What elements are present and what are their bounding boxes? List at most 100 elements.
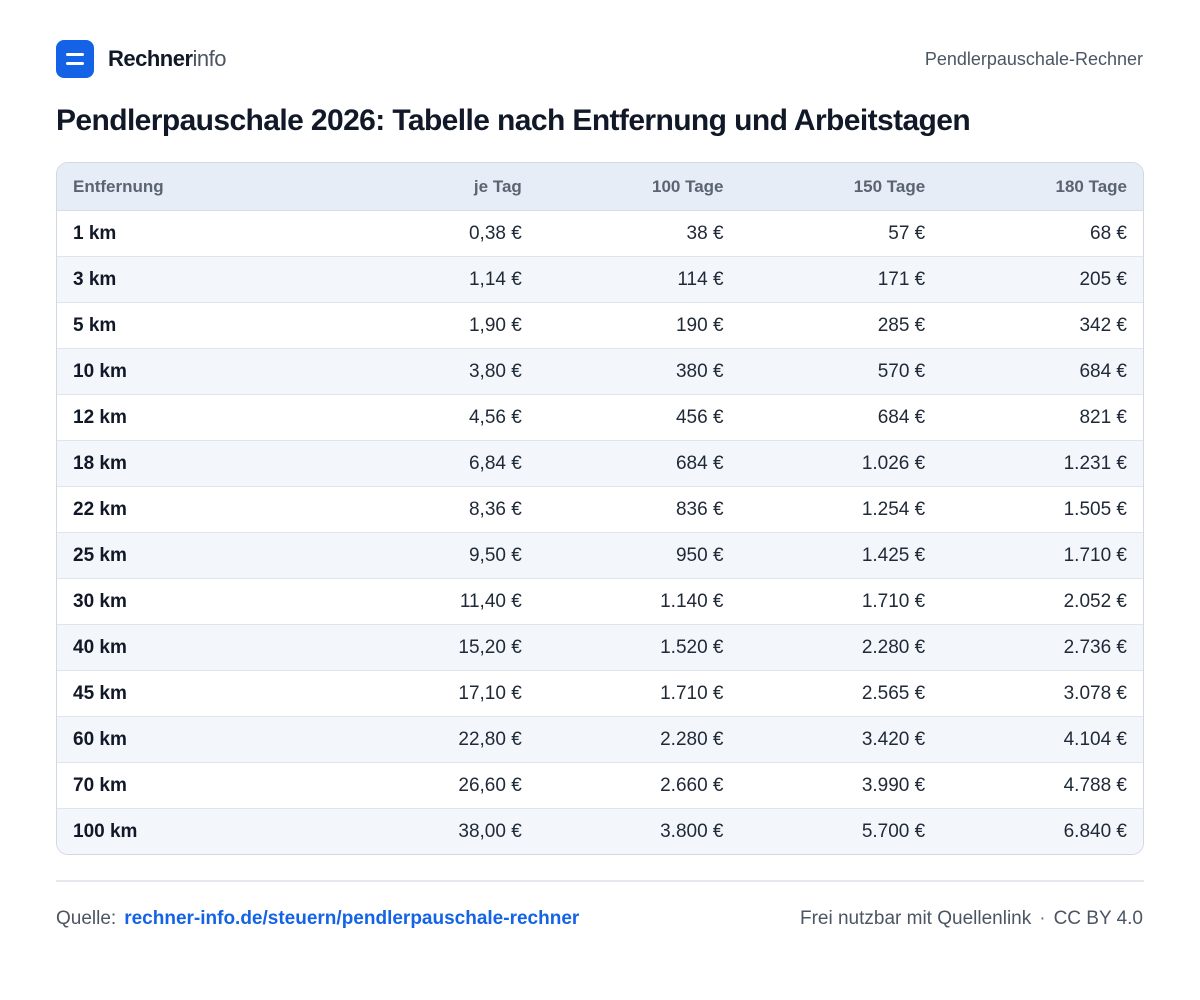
cell-150-days: 2.565 € <box>739 670 942 717</box>
cell-150-days: 1.425 € <box>739 532 942 579</box>
table-body: 1 km 0,38 € 38 € 57 € 68 € 3 km 1,14 € 1… <box>57 210 1143 854</box>
cell-180-days: 4.788 € <box>941 762 1143 809</box>
cell-distance: 22 km <box>57 486 214 533</box>
table-row: 5 km 1,90 € 190 € 285 € 342 € <box>57 302 1143 349</box>
column-header-per-day: je Tag <box>213 163 538 211</box>
cell-per-day: 9,50 € <box>213 532 538 579</box>
cell-distance: 45 km <box>57 670 214 717</box>
source-info: Quelle: rechner-info.de/steuern/pendlerpa… <box>56 908 579 930</box>
cell-100-days: 38 € <box>537 210 740 257</box>
table-header-row: Entfernung je Tag 100 Tage 150 Tage 180 … <box>57 163 1143 211</box>
cell-100-days: 1.520 € <box>537 624 740 671</box>
cell-distance: 10 km <box>57 348 214 395</box>
cell-180-days: 2.736 € <box>941 624 1143 671</box>
cell-180-days: 684 € <box>941 348 1143 395</box>
cell-180-days: 1.231 € <box>941 440 1143 487</box>
cell-100-days: 456 € <box>537 394 740 441</box>
usage-text: Frei nutzbar mit Quellenlink <box>799 908 1032 929</box>
calculator-name: Pendlerpauschale-Rechner <box>924 48 1143 69</box>
cell-per-day: 22,80 € <box>213 716 538 763</box>
cell-150-days: 5.700 € <box>861 820 926 842</box>
cell-150-days: 2.280 € <box>739 624 942 671</box>
cell-180-days: 1.710 € <box>941 532 1143 579</box>
table-row: 18 km 6,84 € 684 € 1.026 € 1.231 € <box>57 440 1143 487</box>
cell-150-days: 57 € <box>739 210 942 257</box>
cell-150-days: 1.026 € <box>739 440 942 487</box>
cell-distance: 3 km <box>57 256 214 303</box>
cell-per-day: 1,90 € <box>213 302 538 349</box>
table-row: 25 km 9,50 € 950 € 1.425 € 1.710 € <box>57 532 1143 579</box>
cell-100-days: 950 € <box>537 532 740 579</box>
commuter-allowance-table: Entfernung je Tag 100 Tage 150 Tage 180 … <box>56 162 1144 855</box>
cell-180-days: 1.505 € <box>941 486 1143 533</box>
cell-per-day: 6,84 € <box>213 440 538 487</box>
cell-distance: 12 km <box>57 394 214 441</box>
cell-distance: 18 km <box>57 440 214 487</box>
cell-100-days: 380 € <box>537 348 740 395</box>
cell-per-day: 8,36 € <box>213 486 538 533</box>
cell-distance: 100 km <box>73 820 138 842</box>
cell-distance: 30 km <box>57 578 214 625</box>
table-row: 3 km 1,14 € 114 € 171 € 205 € <box>57 256 1143 303</box>
cell-100-days: 114 € <box>537 256 740 303</box>
cell-150-days: 570 € <box>739 348 942 395</box>
table-row: 100 km 38,00 € 3.800 € 5.700 € 6.840 € <box>57 808 1143 854</box>
cell-100-days: 3.800 € <box>660 820 724 842</box>
cell-distance: 70 km <box>57 762 214 809</box>
column-header-180-days: 180 Tage <box>941 163 1143 211</box>
brand-name: Rechnerinfo <box>108 46 227 72</box>
cell-per-day: 17,10 € <box>213 670 538 717</box>
cell-150-days: 285 € <box>739 302 942 349</box>
column-header-100-days: 100 Tage <box>537 163 740 211</box>
brand-name-light: info <box>192 46 227 71</box>
cell-180-days: 3.078 € <box>941 670 1143 717</box>
footer: Quelle: rechner-info.de/steuern/pendlerpa… <box>56 904 1143 934</box>
cell-distance: 60 km <box>57 716 214 763</box>
brand-logo[interactable]: Rechnerinfo <box>56 40 227 78</box>
cell-150-days: 1.710 € <box>739 578 942 625</box>
column-header-distance: Entfernung <box>57 163 214 211</box>
table-row: 30 km 11,40 € 1.140 € 1.710 € 2.052 € <box>57 578 1143 625</box>
license-info: Frei nutzbar mit Quellenlink · CC BY 4.0 <box>800 908 1143 930</box>
source-link[interactable]: rechner-info.de/steuern/pendlerpauschale… <box>124 908 580 929</box>
table-row: 40 km 15,20 € 1.520 € 2.280 € 2.736 € <box>57 624 1143 671</box>
cell-per-day: 3,80 € <box>213 348 538 395</box>
table-row: 12 km 4,56 € 456 € 684 € 821 € <box>57 394 1143 441</box>
cell-150-days: 3.420 € <box>739 716 942 763</box>
cell-100-days: 836 € <box>537 486 740 533</box>
cell-180-days: 2.052 € <box>941 578 1143 625</box>
cell-distance: 40 km <box>57 624 214 671</box>
cell-distance: 1 km <box>57 210 214 257</box>
page-title: Pendlerpauschale 2026: Tabelle nach Entf… <box>56 104 971 137</box>
table-row: 70 km 26,60 € 2.660 € 3.990 € 4.788 € <box>57 762 1143 809</box>
cell-150-days: 3.990 € <box>739 762 942 809</box>
cell-per-day: 4,56 € <box>213 394 538 441</box>
cell-180-days: 68 € <box>941 210 1143 257</box>
cell-180-days: 821 € <box>941 394 1143 441</box>
cell-per-day: 15,20 € <box>213 624 538 671</box>
cell-150-days: 684 € <box>739 394 942 441</box>
cell-180-days: 6.840 € <box>1063 820 1127 842</box>
cell-per-day: 0,38 € <box>213 210 538 257</box>
calculator-logo-icon <box>56 40 94 78</box>
table-row: 1 km 0,38 € 38 € 57 € 68 € <box>57 210 1143 257</box>
table-row: 45 km 17,10 € 1.710 € 2.565 € 3.078 € <box>57 670 1143 717</box>
cell-distance: 5 km <box>57 302 214 349</box>
source-label: Quelle: <box>56 908 117 929</box>
table-row: 10 km 3,80 € 380 € 570 € 684 € <box>57 348 1143 395</box>
cell-180-days: 4.104 € <box>941 716 1143 763</box>
cell-per-day: 11,40 € <box>213 578 538 625</box>
cell-100-days: 190 € <box>537 302 740 349</box>
brand-name-strong: Rechner <box>108 46 193 71</box>
cell-100-days: 684 € <box>537 440 740 487</box>
cell-100-days: 1.140 € <box>537 578 740 625</box>
separator-dot: · <box>1039 908 1046 929</box>
cell-100-days: 2.280 € <box>537 716 740 763</box>
cell-per-day: 1,14 € <box>213 256 538 303</box>
column-header-150-days: 150 Tage <box>739 163 942 211</box>
footer-divider <box>56 880 1144 882</box>
cell-100-days: 1.710 € <box>537 670 740 717</box>
cell-per-day: 38,00 € <box>458 820 522 842</box>
cell-180-days: 205 € <box>941 256 1143 303</box>
site-header: Rechnerinfo Pendlerpauschale-Rechner <box>56 40 1143 78</box>
